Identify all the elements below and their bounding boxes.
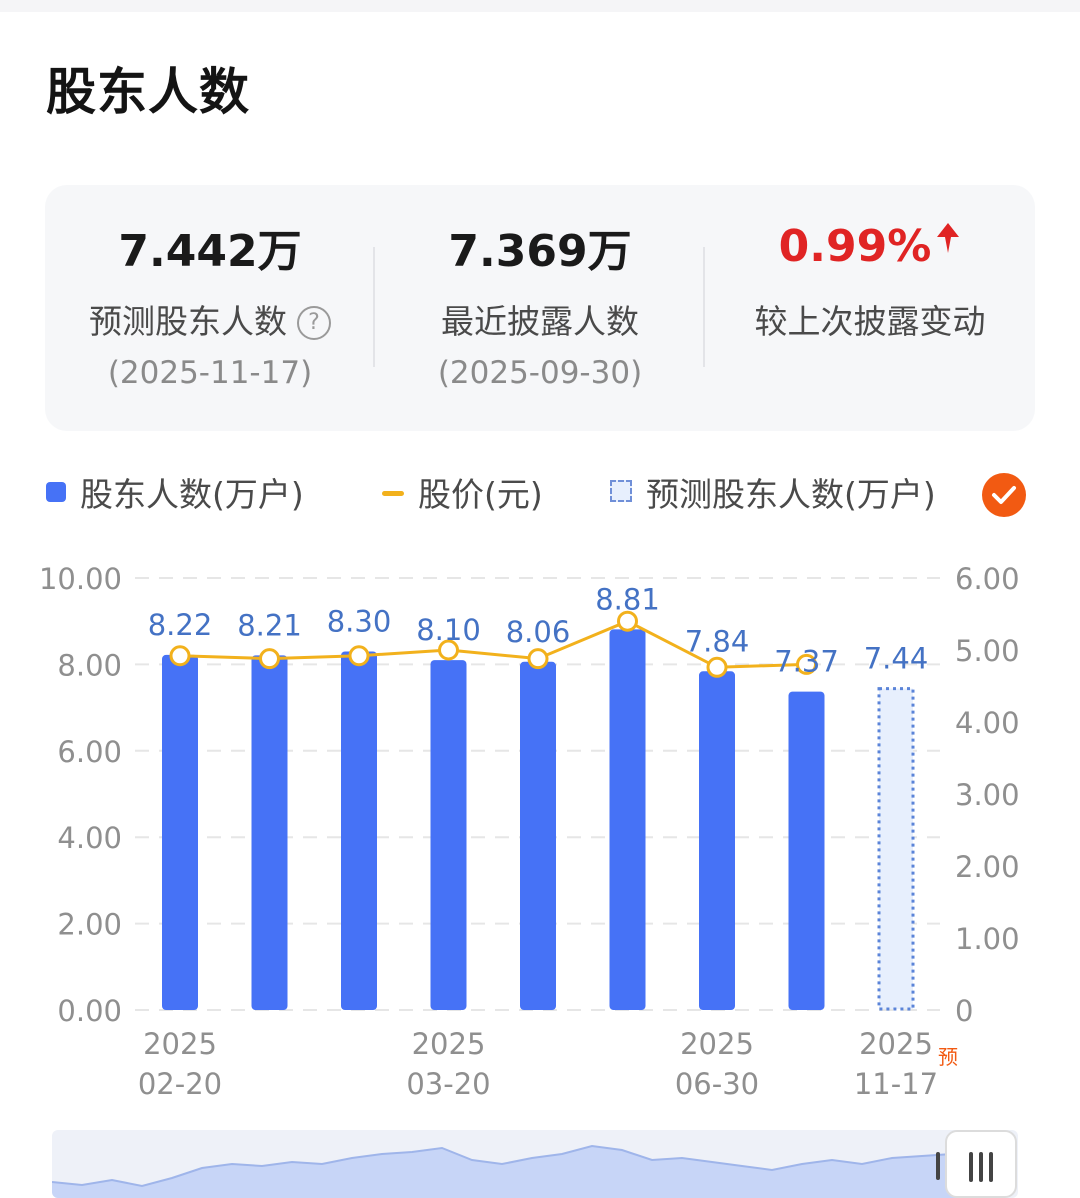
status-bar-strip <box>0 0 1080 12</box>
price-point <box>617 610 638 632</box>
x-tick-label-date: 02-20 <box>138 1067 222 1101</box>
check-icon[interactable] <box>982 473 1026 517</box>
range-slider-preview <box>52 1144 973 1198</box>
price-point <box>706 656 728 678</box>
change-value-row: 0.99% <box>705 215 1035 272</box>
price-point <box>259 648 280 670</box>
y-left-tick-label: 10.00 <box>39 562 122 596</box>
y-left-tick-label: 4.00 <box>57 821 122 855</box>
y-right-tick-label: 2.00 <box>955 850 1020 884</box>
x-tick-label-year: 2025 <box>143 1027 217 1061</box>
predicted-holders-value: 7.442万 <box>118 226 302 277</box>
bar <box>341 651 377 1010</box>
grip-icon <box>969 1152 973 1182</box>
y-left-tick-label: 8.00 <box>57 648 122 682</box>
legend-swatch-line <box>382 491 404 496</box>
latest-holders-value: 7.369万 <box>448 226 632 277</box>
slider-handle-left[interactable] <box>936 1152 940 1180</box>
bar-value-label: 7.37 <box>774 645 839 679</box>
latest-holders-date: (2025-09-30) <box>437 355 643 391</box>
grip-icon <box>979 1152 983 1182</box>
divider <box>703 247 705 367</box>
range-slider-track[interactable] <box>52 1130 1018 1198</box>
legend-label-price: 股价(元) <box>418 475 543 514</box>
predicted-holders-label: 预测股东人数 <box>89 302 287 341</box>
divider <box>373 247 375 367</box>
legend-label-holders: 股东人数(万户) <box>80 475 304 514</box>
y-right-tick-label: 6.00 <box>955 562 1020 596</box>
bar <box>788 691 825 1010</box>
bar-value-label: 8.06 <box>506 615 571 649</box>
arrow-up-icon <box>935 215 961 266</box>
x-tick-predicted-tag: 预 <box>938 1045 958 1069</box>
predicted-holders-label-row: 预测股东人数? <box>45 295 375 343</box>
price-point <box>438 639 459 661</box>
legend-label-predicted: 预测股东人数(万户) <box>646 475 936 514</box>
legend-swatch-predicted <box>610 480 632 502</box>
x-tick-label-year: 2025 <box>859 1027 933 1061</box>
y-right-tick-label: 1.00 <box>955 922 1020 956</box>
bar-value-label: 7.84 <box>685 624 750 658</box>
legend-item-predicted[interactable]: 预测股东人数(万户) <box>610 468 936 516</box>
bar-value-label: 8.10 <box>416 613 481 647</box>
legend-item-price[interactable]: 股价(元) <box>382 468 543 516</box>
change-label: 较上次披露变动 <box>754 302 986 341</box>
bar <box>609 629 646 1010</box>
predicted-holders-stat: 7.442万 预测股东人数? (2025-11-17) <box>45 185 375 431</box>
bar <box>699 671 735 1010</box>
slider-handle-right[interactable] <box>945 1130 1017 1198</box>
y-left-tick-label: 6.00 <box>57 735 122 769</box>
y-right-tick-label: 3.00 <box>955 778 1020 812</box>
legend-item-holders[interactable]: 股东人数(万户) <box>46 468 304 516</box>
price-line <box>179 619 807 669</box>
x-tick-label-year: 2025 <box>680 1027 754 1061</box>
grip-icon <box>989 1152 993 1182</box>
change-stat: 0.99% 较上次披露变动 <box>705 185 1035 431</box>
predicted-bar <box>877 687 915 1011</box>
x-tick-label-date: 11-17 <box>854 1067 938 1101</box>
y-right-tick-label: 5.00 <box>955 634 1020 668</box>
y-left-tick-label: 2.00 <box>57 908 122 942</box>
bar <box>520 661 556 1010</box>
predicted-holders-date: (2025-11-17) <box>107 355 313 391</box>
y-left-tick-label: 0.00 <box>57 994 122 1028</box>
bar <box>162 654 198 1010</box>
predicted-value-label: 7.44 <box>864 642 929 676</box>
bar-value-label: 8.22 <box>148 608 213 642</box>
y-right-tick-label: 0 <box>955 994 973 1028</box>
chart-legend: 股东人数(万户) 股价(元) 预测股东人数(万户) <box>0 468 1080 524</box>
change-value: 0.99% <box>778 221 932 272</box>
price-point <box>169 645 191 667</box>
legend-swatch-bar <box>46 482 66 502</box>
bar <box>430 660 467 1010</box>
bar <box>251 655 288 1010</box>
help-icon[interactable]: ? <box>297 306 331 340</box>
bar-value-label: 8.21 <box>237 608 302 642</box>
y-right-tick-label: 4.00 <box>955 706 1020 740</box>
bar-value-label: 8.81 <box>595 582 660 616</box>
price-point <box>527 648 549 670</box>
price-point <box>348 645 370 667</box>
page-title: 股东人数 <box>46 63 250 121</box>
bar-value-label: 8.30 <box>327 604 392 638</box>
shareholder-chart: 0.00 2.00 4.00 6.00 8.00 10.00 0 1.00 2.00 3.00 4.… <box>39 562 1020 1101</box>
summary-card: 7.442万 预测股东人数? (2025-11-17) 7.369万 最近披露人… <box>45 185 1035 431</box>
x-tick-label-date: 06-30 <box>675 1067 759 1101</box>
price-point <box>796 653 817 675</box>
x-tick-label-year: 2025 <box>412 1027 486 1061</box>
latest-holders-stat: 7.369万 最近披露人数 (2025-09-30) <box>375 185 705 431</box>
latest-holders-label: 最近披露人数 <box>441 302 639 341</box>
x-tick-label-date: 03-20 <box>406 1067 490 1101</box>
